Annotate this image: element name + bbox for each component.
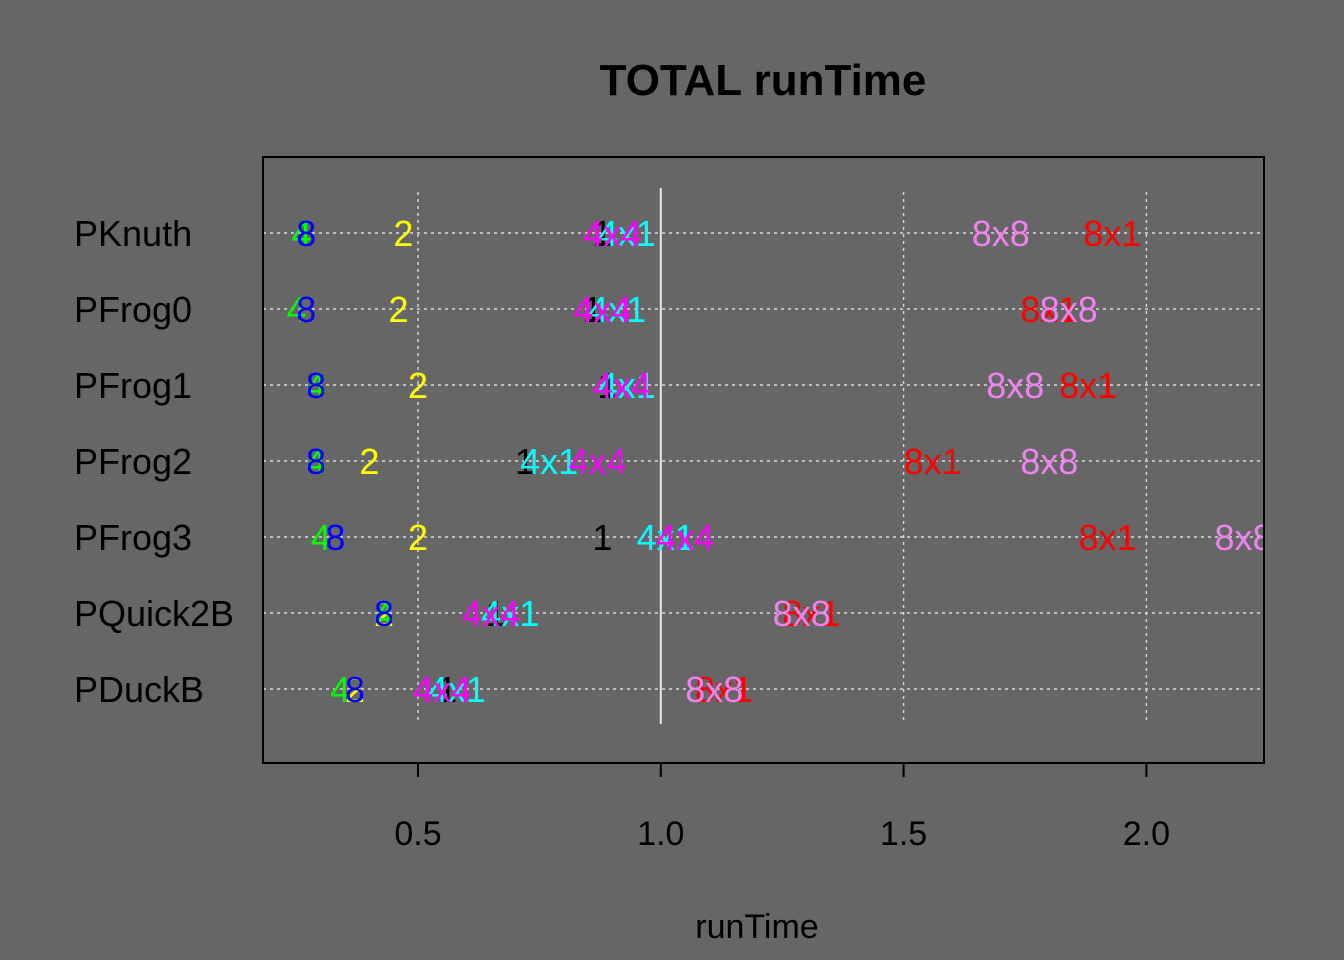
data-point: 4x1	[481, 593, 539, 634]
category-label: PFrog3	[74, 517, 192, 558]
data-point: 2	[359, 441, 379, 482]
data-point: 2	[389, 289, 409, 330]
data-point: 8x1	[1083, 213, 1141, 254]
data-point: 1	[583, 289, 603, 330]
data-point: 8x8	[1040, 289, 1098, 330]
chart-title: TOTAL runTime	[600, 56, 927, 105]
data-point: 4	[311, 517, 331, 558]
data-point: 4x4	[569, 441, 627, 482]
data-point: 8	[306, 365, 326, 406]
data-point: 8x1	[904, 441, 962, 482]
data-point: 8x1	[1020, 289, 1078, 330]
data-point: 2	[408, 517, 428, 558]
x-tick-label: 2.0	[1123, 815, 1170, 853]
category-label: PKnuth	[74, 213, 192, 254]
data-point: 4x4	[574, 289, 632, 330]
data-point: 8x8	[685, 669, 743, 710]
data-point: 8x1	[782, 593, 840, 634]
data-point: 4x1	[598, 365, 656, 406]
data-point: 4	[330, 669, 350, 710]
category-label: PFrog2	[74, 441, 192, 482]
x-axis-label: runTime	[695, 908, 818, 946]
data-point: 1	[515, 441, 535, 482]
data-point: 8	[296, 289, 316, 330]
x-tick-label: 1.5	[880, 815, 927, 853]
data-point: 4x4	[593, 365, 651, 406]
data-point: 8x8	[1020, 441, 1078, 482]
data-point: 8	[374, 593, 394, 634]
category-label: PFrog1	[74, 365, 192, 406]
data-point: 8x1	[1079, 517, 1137, 558]
data-point: 4	[291, 213, 311, 254]
data-point: 8x8	[986, 365, 1044, 406]
data-point: 4x1	[598, 213, 656, 254]
data-point: 8	[325, 517, 345, 558]
grid	[263, 192, 1264, 724]
data-point: 8	[345, 669, 365, 710]
x-tick-label: 0.5	[394, 815, 441, 853]
data-point: 4x4	[413, 669, 471, 710]
data-point: 8	[296, 213, 316, 254]
category-label: PQuick2B	[74, 593, 234, 634]
data-point: 2	[393, 213, 413, 254]
category-label: PFrog0	[74, 289, 192, 330]
data-point: 8x8	[773, 593, 831, 634]
data-point: 4	[306, 365, 326, 406]
data-point: 4x1	[637, 517, 695, 558]
category-label: PDuckB	[74, 669, 204, 710]
data-point: 1	[597, 365, 617, 406]
data-point: 4x4	[656, 517, 714, 558]
category-labels: PKnuth PFrog0 PFrog1 PFrog2 PFrog3 PQuick2B PD…	[74, 213, 234, 710]
data-point: 8x8	[1214, 517, 1272, 558]
data-marks: 11111112222222444444488888884x14x14x14x1…	[287, 213, 1272, 710]
data-point: 2	[374, 593, 394, 634]
data-point: 8	[306, 441, 326, 482]
data-point: 4	[374, 593, 394, 634]
data-point: 2	[408, 365, 428, 406]
data-point: 1	[593, 517, 613, 558]
data-point: 8x8	[972, 213, 1030, 254]
data-point: 1	[486, 593, 506, 634]
data-point: 4x4	[462, 593, 520, 634]
data-point: 1	[437, 669, 457, 710]
data-point: 4	[306, 441, 326, 482]
data-point: 4	[287, 289, 307, 330]
data-point: 1	[593, 213, 613, 254]
data-point: 2	[345, 669, 365, 710]
data-point: 8x1	[1059, 365, 1117, 406]
data-point: 4x4	[583, 213, 641, 254]
x-tick-label: 1.0	[637, 815, 684, 853]
data-point: 4x1	[588, 289, 646, 330]
data-point: 4x1	[520, 441, 578, 482]
data-point: 8x1	[695, 669, 753, 710]
data-point: 4x1	[428, 669, 486, 710]
plot-frame	[262, 156, 1265, 764]
x-axis: 0.5 1.0 1.5 2.0	[394, 762, 1170, 853]
